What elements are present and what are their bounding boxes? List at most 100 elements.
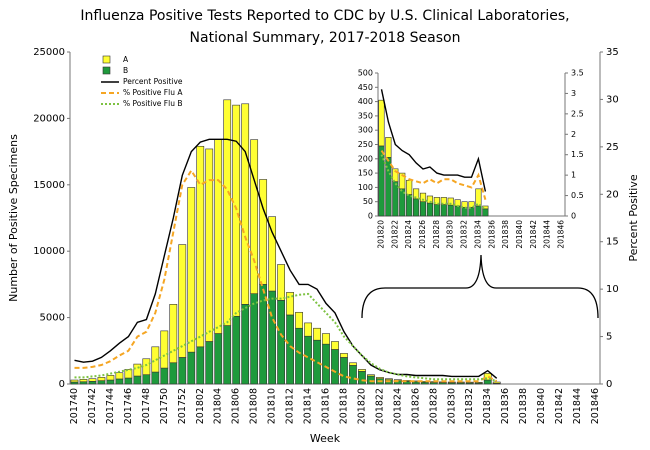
x-tick-label: 201838 xyxy=(518,388,529,424)
bar xyxy=(304,322,312,337)
bar xyxy=(268,290,277,385)
bar xyxy=(259,179,268,285)
bar xyxy=(88,381,97,385)
y-tick-label: 200 xyxy=(358,154,373,163)
bar xyxy=(295,311,303,329)
bar xyxy=(79,379,88,383)
y-tick-label: 500 xyxy=(358,69,373,78)
x-tick-label: 201744 xyxy=(105,388,116,424)
y2-tick-label: 10 xyxy=(606,284,619,295)
x-tick-label: 201740 xyxy=(69,388,80,424)
x-tick-label: 201832 xyxy=(464,388,475,424)
bar xyxy=(133,363,142,377)
bar xyxy=(277,300,285,385)
bar xyxy=(160,330,169,369)
legend-label: A xyxy=(123,55,129,64)
bar xyxy=(106,375,115,381)
bar xyxy=(340,353,348,358)
x-tick-label: 201842 xyxy=(554,388,565,424)
chart-title: Influenza Positive Tests Reported to CDC… xyxy=(80,8,569,24)
y-tick-label: 250 xyxy=(358,140,373,149)
bar xyxy=(376,377,384,379)
y-tick-label: 15000 xyxy=(33,180,65,191)
x-tick-label: 201802 xyxy=(195,388,206,424)
bar xyxy=(223,99,232,326)
bar xyxy=(313,339,321,385)
bar xyxy=(378,99,385,147)
bar xyxy=(419,201,427,217)
y-tick-label: 0 xyxy=(368,212,373,221)
legend-label: % Positive Flu A xyxy=(123,88,183,97)
x-tick-label: 201834 xyxy=(473,220,482,249)
bar xyxy=(115,372,124,380)
bar xyxy=(232,315,241,385)
y2-tick-label: 25 xyxy=(606,142,619,153)
y2-tick-label: 20 xyxy=(606,189,619,200)
bar xyxy=(178,244,187,358)
x-tick-label: 201746 xyxy=(123,388,134,424)
bar xyxy=(106,379,115,385)
y2-tick-label: 1.5 xyxy=(571,150,584,159)
bar xyxy=(205,148,214,342)
bar xyxy=(322,343,330,385)
x-tick-label: 201822 xyxy=(390,220,399,249)
bar xyxy=(331,341,339,350)
bar xyxy=(196,145,205,348)
bar xyxy=(426,202,434,217)
bar xyxy=(214,333,223,385)
bar xyxy=(399,172,406,190)
bar xyxy=(232,104,241,317)
bar xyxy=(151,371,160,385)
x-tick-label: 201808 xyxy=(249,388,260,424)
y-tick-label: 25000 xyxy=(33,47,65,58)
bar xyxy=(358,371,366,385)
bar xyxy=(70,379,79,383)
bar xyxy=(133,375,142,385)
bar xyxy=(475,205,482,217)
bar xyxy=(250,139,259,294)
y-axis-label: Number of Positive Specimens xyxy=(7,134,20,302)
x-tick-label: 201806 xyxy=(231,388,242,424)
x-tick-label: 201814 xyxy=(303,388,314,424)
bar xyxy=(413,198,420,217)
x-tick-label: 201838 xyxy=(501,220,510,249)
bar xyxy=(169,304,178,364)
bar xyxy=(151,346,160,373)
bar xyxy=(97,380,106,385)
bar xyxy=(385,137,392,158)
series-line xyxy=(74,168,498,383)
y-tick-label: 300 xyxy=(358,126,373,135)
series-line xyxy=(380,150,487,200)
legend-label: Percent Positive xyxy=(123,77,183,86)
y2-tick-label: 0 xyxy=(606,379,612,390)
x-tick-label: 201846 xyxy=(557,220,566,249)
y2-tick-label: 1 xyxy=(571,171,576,180)
y2-tick-label: 35 xyxy=(606,47,619,58)
x-tick-label: 201828 xyxy=(428,388,439,424)
y-tick-label: 50 xyxy=(363,197,373,206)
y2-tick-label: 0 xyxy=(571,212,576,221)
x-tick-label: 201822 xyxy=(374,388,385,424)
bar xyxy=(187,351,196,385)
legend-swatch xyxy=(102,66,111,75)
y-tick-label: 400 xyxy=(358,97,373,106)
bar xyxy=(340,357,348,385)
bar xyxy=(79,381,88,385)
bar xyxy=(461,201,468,208)
bar xyxy=(250,293,259,385)
bar xyxy=(483,379,492,385)
x-tick-label: 201842 xyxy=(529,220,538,249)
bar xyxy=(433,204,440,217)
bar xyxy=(492,381,501,384)
bar xyxy=(187,187,196,353)
bar xyxy=(426,195,434,204)
bar xyxy=(447,204,454,217)
bar xyxy=(97,377,106,381)
bar xyxy=(475,188,482,207)
bar xyxy=(358,369,366,372)
y-tick-label: 150 xyxy=(358,169,373,178)
x-tick-label: 201818 xyxy=(338,388,349,424)
bar xyxy=(88,378,97,382)
bar xyxy=(406,194,413,217)
bar xyxy=(454,205,461,217)
